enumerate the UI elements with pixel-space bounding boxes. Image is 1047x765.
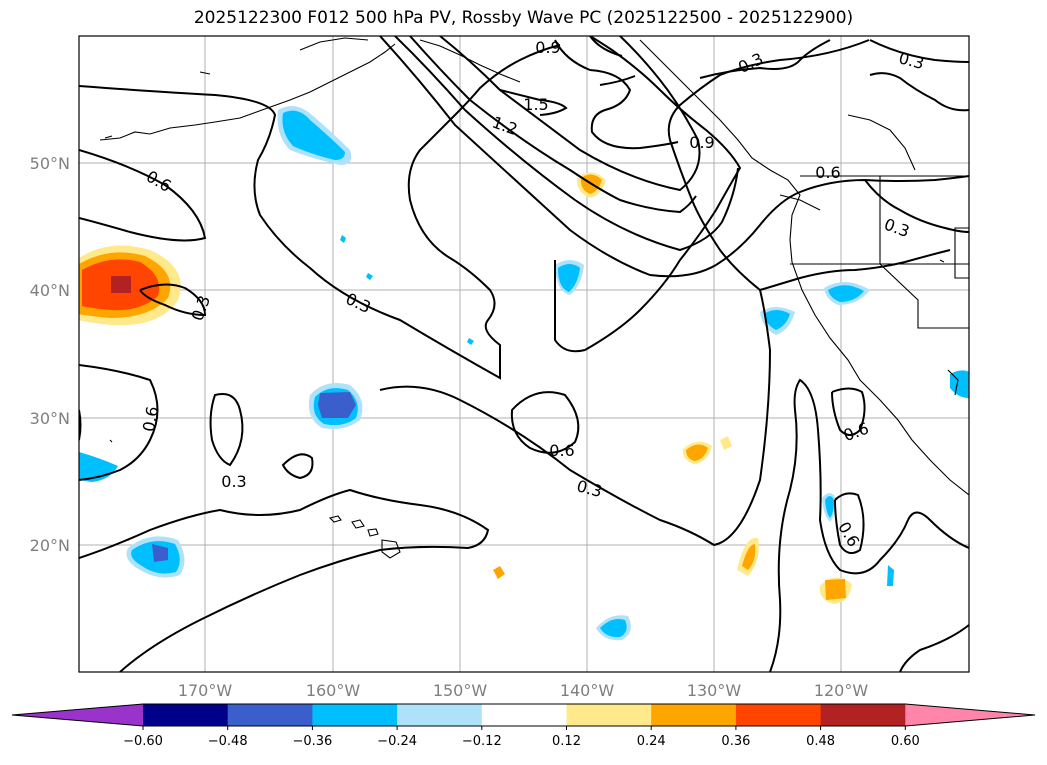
map-title: 2025122300 F012 500 hPa PV, Rossby Wave … (193, 8, 854, 28)
colorbar-segment (143, 704, 229, 726)
colorbar-segment (820, 704, 906, 726)
colorbar-tick-label: −0.12 (462, 734, 502, 749)
colorbar-tick-label: −0.36 (292, 734, 332, 749)
contour-label: 0.9 (535, 38, 560, 57)
lon-label: 120°W (814, 681, 869, 700)
contour-label: 0.6 (139, 405, 162, 433)
contour-label: 0.3 (221, 472, 246, 491)
colorbar-extend-max (905, 704, 1035, 726)
latitude-labels: 50°N 40°N 30°N 20°N (30, 154, 70, 555)
colorbar-tick-label: 0.36 (721, 734, 750, 749)
plot-frame (78, 35, 970, 673)
coastlines (99, 37, 969, 559)
lat-label: 20°N (30, 536, 70, 555)
contour-label: 0.6 (815, 163, 840, 182)
pv-contours (79, 36, 969, 672)
colorbar-tick-label: 0.48 (806, 734, 835, 749)
pv-anomaly-fills (79, 106, 969, 641)
colorbar: −0.60 −0.48 −0.36 −0.24 −0.12 0.12 0.24 0.36 0.4… (11, 703, 1036, 749)
colorbar-tick-label: 0.24 (637, 734, 666, 749)
colorbar-tick-label: −0.24 (377, 734, 417, 749)
colorbar-segment (312, 704, 398, 726)
contour-label: 1.5 (523, 95, 548, 114)
lon-label: 150°W (433, 681, 488, 700)
contour-label: 0.6 (549, 441, 574, 460)
colorbar-tick-label: −0.48 (208, 734, 248, 749)
longitude-labels: 170°W 160°W 150°W 140°W 130°W 120°W (178, 681, 869, 700)
lon-label: 160°W (306, 681, 361, 700)
colorbar-tick-label: −0.60 (123, 734, 163, 749)
colorbar-tick-label: 0.12 (552, 734, 581, 749)
gridlines (79, 36, 969, 672)
contour-label: 0.9 (689, 133, 714, 152)
lat-label: 30°N (30, 409, 70, 428)
lon-label: 140°W (560, 681, 615, 700)
lat-label: 40°N (30, 281, 70, 300)
colorbar-tick-label: 0.60 (891, 734, 920, 749)
colorbar-segment (651, 704, 737, 726)
map-plot-area: 0.9 1.5 1.2 0.9 0.3 0.3 0.6 0.6 0.3 0.3 … (79, 36, 969, 672)
colorbar-segment (227, 704, 313, 726)
lat-label: 50°N (30, 154, 70, 173)
lon-label: 130°W (687, 681, 742, 700)
colorbar-segment (481, 704, 567, 726)
colorbar-segment (735, 704, 822, 726)
colorbar-segment (397, 704, 483, 726)
colorbar-extend-min (12, 704, 143, 726)
colorbar-segment (566, 704, 652, 726)
lon-label: 170°W (178, 681, 233, 700)
